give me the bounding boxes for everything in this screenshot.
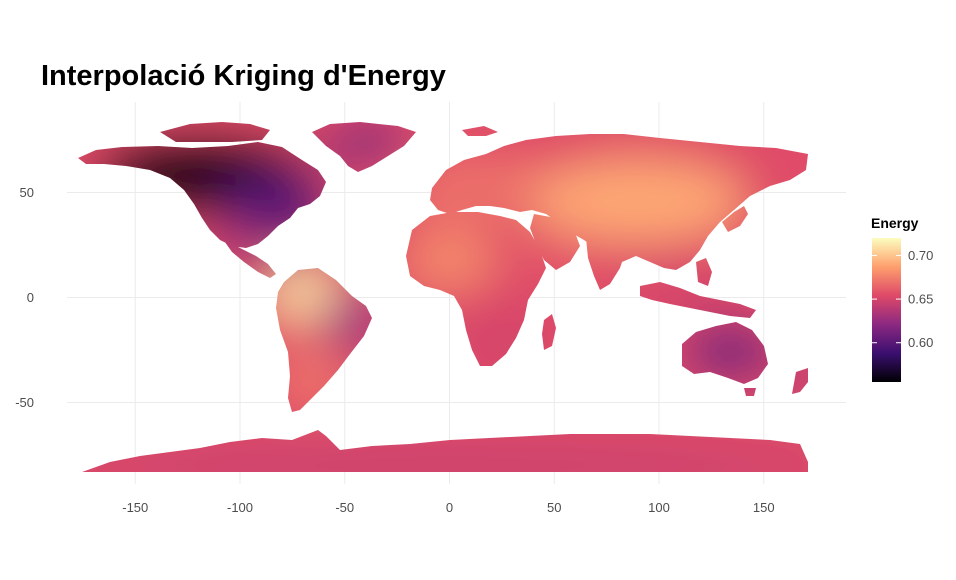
energy-region [625, 261, 743, 313]
energy-region [793, 368, 808, 403]
legend-tick-label: 0.70 [908, 248, 933, 263]
legend-tick-label: 0.65 [908, 292, 933, 307]
energy-region [319, 122, 412, 164]
legend: Energy 0.70 0.65 0.60 [871, 215, 933, 382]
legend-title: Energy [871, 215, 919, 231]
legend-ticks: 0.70 0.65 0.60 [872, 248, 933, 350]
x-tick-label: 100 [648, 500, 670, 515]
energy-region [403, 230, 496, 290]
energy-region [325, 293, 385, 353]
y-tick-label: 0 [27, 290, 34, 305]
energy-region [275, 343, 352, 411]
y-tick-label: -50 [15, 395, 34, 410]
x-tick-label: 0 [446, 500, 453, 515]
energy-region [455, 305, 548, 374]
x-tick-label: -100 [227, 500, 253, 515]
energy-region [78, 444, 808, 472]
legend-tick-label: 0.60 [908, 335, 933, 350]
energy-region [204, 234, 297, 277]
x-tick-label: 50 [547, 500, 561, 515]
map-title: Interpolació Kriging d'Energy [41, 60, 446, 92]
x-tick-label: 150 [753, 500, 775, 515]
x-tick-label: -150 [122, 500, 148, 515]
energy-region [529, 158, 747, 243]
y-tick-label: 50 [20, 185, 34, 200]
legend-colorbar [872, 238, 901, 382]
x-tick-label: -50 [335, 500, 354, 515]
energy-region [679, 322, 781, 382]
y-axis: 50 0 -50 [15, 185, 34, 410]
x-axis: -150 -100 -50 0 50 100 150 [122, 500, 774, 515]
